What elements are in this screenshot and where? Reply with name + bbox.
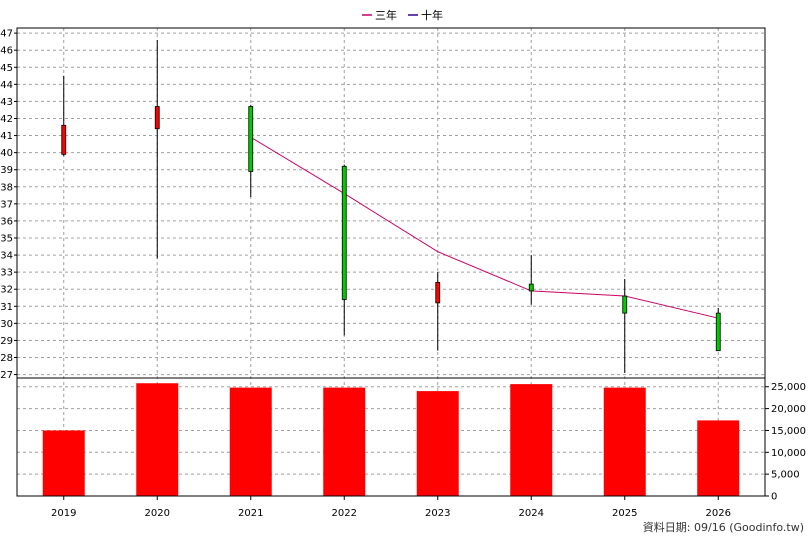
price-tick-label: 46 bbox=[0, 46, 13, 57]
legend-label-ten-year: 十年 bbox=[421, 8, 443, 22]
price-grid bbox=[17, 28, 765, 496]
price-tick-label: 47 bbox=[0, 29, 13, 40]
ma-line-three-year bbox=[250, 136, 719, 319]
candle-body bbox=[528, 283, 534, 292]
price-tick-label: 35 bbox=[0, 234, 13, 245]
candle-body bbox=[622, 295, 628, 314]
candle-body bbox=[61, 124, 67, 155]
volume-bar bbox=[42, 430, 85, 496]
candlesticks bbox=[61, 39, 721, 373]
price-tick-label: 45 bbox=[0, 63, 13, 74]
volume-tick-label: 20,000 bbox=[771, 404, 806, 415]
volume-bar bbox=[323, 387, 366, 496]
volume-tick-label: 5,000 bbox=[771, 470, 800, 481]
x-tick-label: 2023 bbox=[425, 508, 450, 519]
moving-average-lines bbox=[250, 136, 719, 319]
volume-axis-ticks: 0 5,000 10,000 15,000 20,000 25,000 bbox=[765, 382, 806, 503]
x-axis-ticks: 2019 2020 2021 2022 2023 2024 2025 2026 bbox=[51, 496, 731, 519]
price-tick-label: 36 bbox=[0, 216, 13, 227]
x-tick-label: 2021 bbox=[238, 508, 263, 519]
x-tick-label: 2019 bbox=[51, 508, 76, 519]
price-tick-label: 30 bbox=[0, 319, 13, 330]
price-tick-label: 33 bbox=[0, 268, 13, 279]
volume-tick-label: 10,000 bbox=[771, 448, 806, 459]
legend-label-three-year: 三年 bbox=[375, 8, 397, 22]
volume-bar bbox=[416, 391, 459, 496]
candle-body bbox=[154, 106, 160, 130]
price-axis-ticks: 27 28 29 30 31 32 33 34 35 36 37 38 39 40 41 42 43 44 45 46… bbox=[0, 29, 17, 381]
candle-body bbox=[341, 165, 347, 300]
price-tick-label: 43 bbox=[0, 97, 13, 108]
price-tick-label: 39 bbox=[0, 165, 13, 176]
x-tick-label: 2024 bbox=[519, 508, 544, 519]
volume-tick-label: 0 bbox=[771, 492, 777, 503]
volume-bar bbox=[697, 420, 740, 496]
volume-tick-label: 25,000 bbox=[771, 382, 806, 393]
volume-tick-label: 15,000 bbox=[771, 426, 806, 437]
price-tick-label: 27 bbox=[0, 370, 13, 381]
price-tick-label: 28 bbox=[0, 353, 13, 364]
price-tick-label: 34 bbox=[0, 251, 13, 262]
volume-bar bbox=[603, 387, 646, 496]
data-date-footer: 資料日期: 09/16 (Goodinfo.tw) bbox=[643, 520, 804, 534]
candle-body bbox=[435, 281, 441, 304]
candle-body bbox=[715, 312, 721, 352]
price-tick-label: 44 bbox=[0, 80, 13, 91]
price-tick-label: 29 bbox=[0, 336, 13, 347]
price-tick-label: 37 bbox=[0, 199, 13, 210]
x-tick-label: 2020 bbox=[145, 508, 170, 519]
price-tick-label: 40 bbox=[0, 148, 13, 159]
volume-grid bbox=[17, 386, 765, 475]
x-tick-label: 2022 bbox=[332, 508, 357, 519]
volume-bars bbox=[42, 383, 740, 496]
price-tick-label: 41 bbox=[0, 131, 13, 142]
price-tick-label: 38 bbox=[0, 182, 13, 193]
volume-bar bbox=[229, 387, 272, 496]
volume-bar bbox=[510, 384, 553, 496]
price-tick-label: 31 bbox=[0, 302, 13, 313]
x-tick-label: 2025 bbox=[612, 508, 637, 519]
candle-body bbox=[248, 106, 254, 172]
x-tick-label: 2026 bbox=[706, 508, 731, 519]
price-tick-label: 42 bbox=[0, 114, 13, 125]
volume-bar bbox=[136, 383, 179, 496]
price-tick-label: 32 bbox=[0, 285, 13, 296]
legend: 三年 十年 bbox=[362, 8, 443, 22]
plot-frame bbox=[16, 27, 766, 497]
